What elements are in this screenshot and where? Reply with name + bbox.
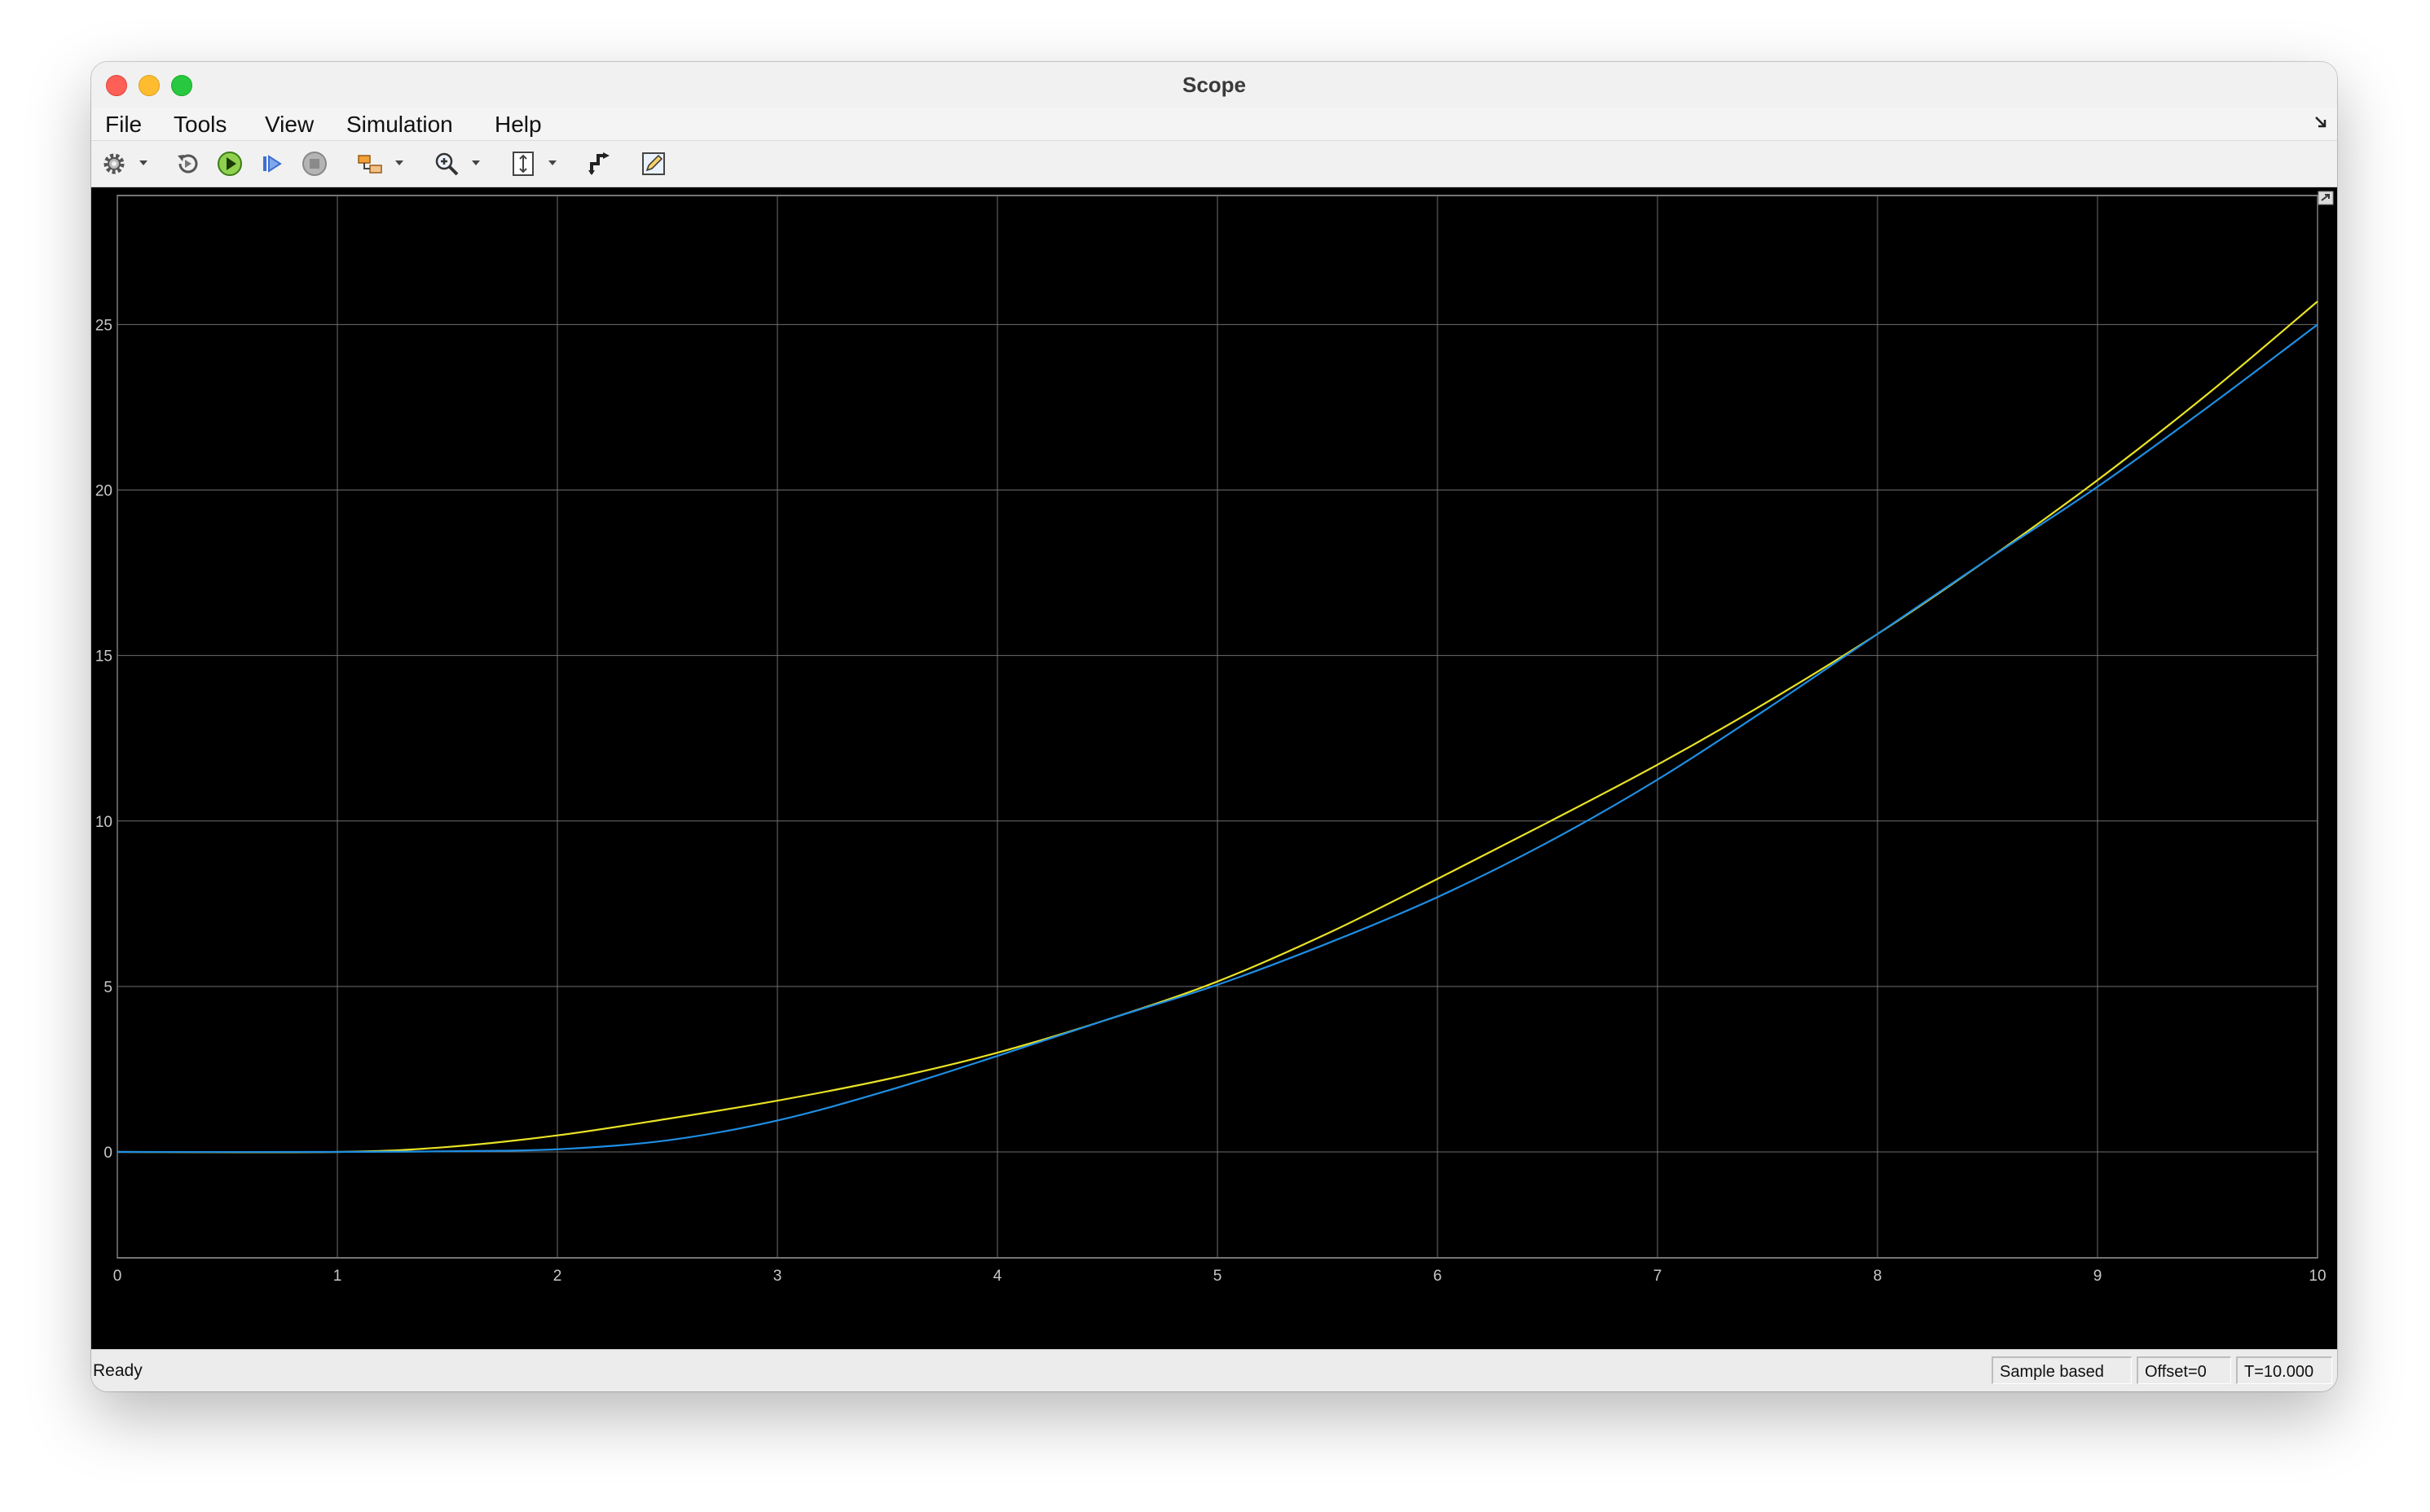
scale-axes-icon[interactable]	[508, 149, 538, 178]
title-bar: Scope	[91, 62, 2337, 108]
minimize-window-button[interactable]	[139, 75, 160, 96]
edit-icon[interactable]	[639, 149, 668, 178]
status-ready: Ready	[93, 1361, 143, 1380]
step-forward-icon[interactable]	[258, 149, 287, 178]
x-tick-label: 9	[2093, 1268, 2102, 1285]
plot-panel: 0 1 2 3 4 5 6 7 8 9 10 0 5 10 15 20 25	[91, 187, 2337, 1349]
x-tick-label: 8	[1873, 1268, 1882, 1285]
x-tick-label: 4	[993, 1268, 1002, 1285]
window-title: Scope	[1182, 73, 1247, 97]
x-tick-label: 3	[773, 1268, 782, 1285]
x-tick-label: 6	[1433, 1268, 1442, 1285]
x-tick-label: 2	[553, 1268, 562, 1285]
cursor-measure-icon[interactable]	[585, 149, 614, 178]
scale-dropdown-icon[interactable]	[548, 159, 557, 167]
undock-axes-icon[interactable]	[2318, 191, 2334, 205]
scope-window: Scope File Tools View Simulation Help	[91, 62, 2337, 1391]
menu-simulation[interactable]: Simulation	[346, 112, 453, 137]
status-offset: Offset=0	[2137, 1356, 2231, 1384]
x-tick-label: 1	[333, 1268, 342, 1285]
y-tick-label: 5	[103, 979, 112, 996]
restore-icon[interactable]	[173, 149, 202, 178]
x-tick-label: 7	[1653, 1268, 1662, 1285]
gear-icon[interactable]	[99, 149, 129, 178]
settings-dropdown-icon[interactable]	[139, 159, 148, 167]
y-tick-label: 15	[95, 648, 112, 666]
status-sample-mode: Sample based	[1992, 1356, 2132, 1384]
menu-help[interactable]: Help	[495, 112, 542, 137]
zoom-in-icon[interactable]	[432, 149, 461, 178]
series-2-line	[117, 323, 2318, 1154]
close-window-button[interactable]	[106, 75, 127, 96]
highlight-dropdown-icon[interactable]	[394, 159, 404, 167]
menu-bar: File Tools View Simulation Help	[91, 108, 2337, 141]
y-tick-label: 20	[95, 483, 112, 500]
highlight-block-icon[interactable]	[355, 149, 385, 178]
x-tick-label: 10	[2309, 1268, 2326, 1285]
status-bar: Ready Sample based Offset=0 T=10.000	[91, 1349, 2337, 1391]
run-icon[interactable]	[215, 149, 244, 178]
x-tick-label: 5	[1213, 1268, 1222, 1285]
zoom-dropdown-icon[interactable]	[471, 159, 481, 167]
x-tick-label: 0	[113, 1268, 122, 1285]
menu-view[interactable]: View	[265, 112, 315, 137]
dock-arrow-icon[interactable]	[2311, 112, 2331, 132]
y-tick-label: 0	[103, 1145, 112, 1162]
toolbar	[91, 141, 2337, 187]
stop-icon[interactable]	[300, 149, 329, 178]
y-tick-label: 25	[95, 317, 112, 334]
scope-plot[interactable]: 0 1 2 3 4 5 6 7 8 9 10 0 5 10 15 20 25	[91, 187, 2337, 1349]
status-time: T=10.000	[2236, 1356, 2332, 1384]
menu-file[interactable]: File	[105, 112, 143, 137]
maximize-window-button[interactable]	[171, 75, 192, 96]
menu-tools[interactable]: Tools	[174, 112, 227, 137]
y-tick-label: 10	[95, 814, 112, 831]
